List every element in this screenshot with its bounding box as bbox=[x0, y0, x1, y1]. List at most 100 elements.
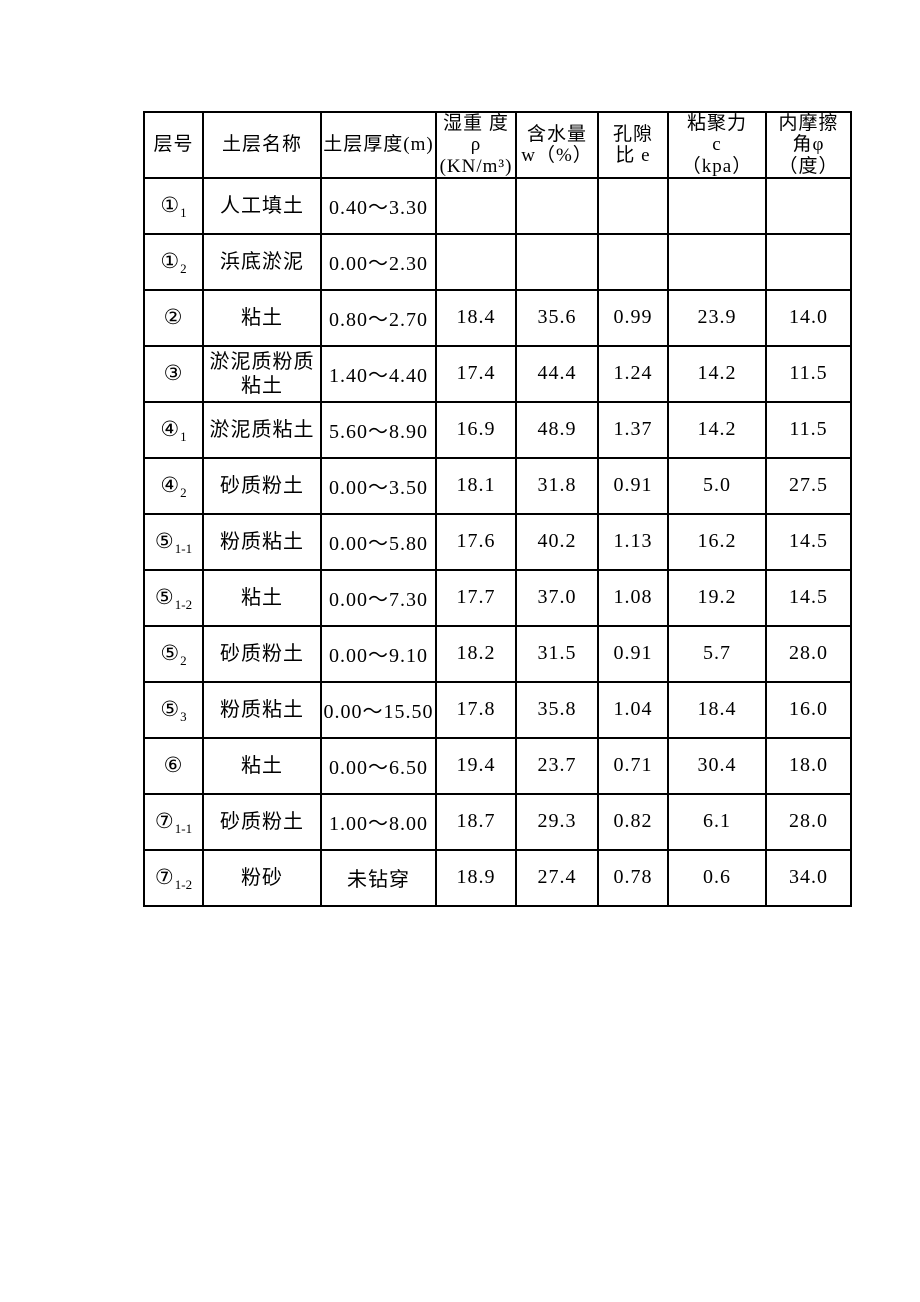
cohesion-cell: 14.2 bbox=[667, 400, 767, 459]
thickness-cell: 5.60～8.90 bbox=[320, 400, 437, 459]
table-row: ⑦1-2 粉砂 未钻穿 18.9 27.4 0.78 0.6 34.0 bbox=[143, 848, 852, 907]
table-body: ①1 人工填土 0.40～3.30 ①2 浜底淤泥 0.00～2.30 ② 粘 bbox=[143, 176, 852, 907]
void-ratio-cell bbox=[597, 176, 669, 235]
soil-name-cell: 砂质粉土 bbox=[202, 792, 322, 851]
thickness-cell: 0.00～7.30 bbox=[320, 568, 437, 627]
wet-density-cell: 17.8 bbox=[435, 680, 517, 739]
soil-name-cell: 砂质粉土 bbox=[202, 624, 322, 683]
wet-density-cell: 18.1 bbox=[435, 456, 517, 515]
friction-angle-cell bbox=[765, 232, 852, 291]
thickness-cell: 0.00～15.50 bbox=[320, 680, 437, 739]
layer-number-cell: ⑤1-1 bbox=[143, 512, 204, 571]
cohesion-cell: 18.4 bbox=[667, 680, 767, 739]
wet-density-cell: 17.7 bbox=[435, 568, 517, 627]
friction-angle-cell: 18.0 bbox=[765, 736, 852, 795]
thickness-cell: 0.40～3.30 bbox=[320, 176, 437, 235]
wet-density-cell: 19.4 bbox=[435, 736, 517, 795]
water-content-cell: 31.8 bbox=[515, 456, 599, 515]
soil-name-cell: 粘土 bbox=[202, 288, 322, 347]
friction-angle-cell: 16.0 bbox=[765, 680, 852, 739]
layer-number-cell: ⑦1-1 bbox=[143, 792, 204, 851]
water-content-cell: 23.7 bbox=[515, 736, 599, 795]
layer-circle-number: ④ bbox=[160, 473, 181, 498]
cohesion-cell: 30.4 bbox=[667, 736, 767, 795]
soil-name-cell: 淤泥质粉质粘土 bbox=[202, 344, 322, 403]
table-row: ② 粘土 0.80～2.70 18.4 35.6 0.99 23.9 14.0 bbox=[143, 288, 852, 347]
layer-circle-number: ⑤ bbox=[160, 697, 181, 722]
layer-subscript: 2 bbox=[180, 653, 187, 669]
layer-subscript: 1 bbox=[180, 205, 187, 221]
thickness-cell: 0.80～2.70 bbox=[320, 288, 437, 347]
water-content-cell bbox=[515, 176, 599, 235]
layer-number-cell: ④1 bbox=[143, 400, 204, 459]
void-ratio-cell: 0.82 bbox=[597, 792, 669, 851]
wet-density-cell: 18.4 bbox=[435, 288, 517, 347]
soil-name-cell: 粉砂 bbox=[202, 848, 322, 907]
thickness-cell: 0.00～6.50 bbox=[320, 736, 437, 795]
thickness-cell: 0.00～5.80 bbox=[320, 512, 437, 571]
thickness-cell: 1.40～4.40 bbox=[320, 344, 437, 403]
friction-angle-cell bbox=[765, 176, 852, 235]
layer-subscript: 1 bbox=[180, 429, 187, 445]
wet-density-cell: 18.9 bbox=[435, 848, 517, 907]
cohesion-cell: 6.1 bbox=[667, 792, 767, 851]
layer-subscript: 3 bbox=[180, 709, 187, 725]
water-content-cell: 35.6 bbox=[515, 288, 599, 347]
void-ratio-cell bbox=[597, 232, 669, 291]
column-header-friction-angle: 内摩擦 角φ （度） bbox=[765, 111, 852, 179]
layer-circle-number: ② bbox=[163, 305, 184, 330]
layer-number-cell: ①2 bbox=[143, 232, 204, 291]
layer-circle-number: ⑥ bbox=[163, 753, 184, 778]
wet-density-cell: 18.2 bbox=[435, 624, 517, 683]
water-content-cell bbox=[515, 232, 599, 291]
thickness-cell: 1.00～8.00 bbox=[320, 792, 437, 851]
column-header-layer-number: 层号 bbox=[143, 111, 204, 179]
table-row: ⑥ 粘土 0.00～6.50 19.4 23.7 0.71 30.4 18.0 bbox=[143, 736, 852, 795]
wet-density-cell: 17.6 bbox=[435, 512, 517, 571]
layer-number-cell: ⑤2 bbox=[143, 624, 204, 683]
water-content-cell: 27.4 bbox=[515, 848, 599, 907]
friction-angle-cell: 28.0 bbox=[765, 624, 852, 683]
void-ratio-cell: 0.99 bbox=[597, 288, 669, 347]
cohesion-cell bbox=[667, 176, 767, 235]
thickness-cell: 0.00～2.30 bbox=[320, 232, 437, 291]
wet-density-cell: 17.4 bbox=[435, 344, 517, 403]
table-row: ③ 淤泥质粉质粘土 1.40～4.40 17.4 44.4 1.24 14.2 … bbox=[143, 344, 852, 403]
void-ratio-cell: 0.78 bbox=[597, 848, 669, 907]
friction-angle-cell: 28.0 bbox=[765, 792, 852, 851]
layer-circle-number: ④ bbox=[160, 417, 181, 442]
layer-circle-number: ⑦ bbox=[154, 865, 175, 890]
table-row: ⑤3 粉质粘土 0.00～15.50 17.8 35.8 1.04 18.4 1… bbox=[143, 680, 852, 739]
void-ratio-cell: 1.37 bbox=[597, 400, 669, 459]
layer-circle-number: ⑤ bbox=[154, 529, 175, 554]
friction-angle-cell: 34.0 bbox=[765, 848, 852, 907]
void-ratio-cell: 0.91 bbox=[597, 456, 669, 515]
layer-subscript: 1-2 bbox=[174, 597, 193, 613]
void-ratio-cell: 0.91 bbox=[597, 624, 669, 683]
layer-number-cell: ⑤3 bbox=[143, 680, 204, 739]
layer-subscript: 2 bbox=[180, 261, 187, 277]
cohesion-cell: 23.9 bbox=[667, 288, 767, 347]
cohesion-cell: 0.6 bbox=[667, 848, 767, 907]
column-header-water-content: 含水量 w（%） bbox=[515, 111, 599, 179]
friction-angle-cell: 14.5 bbox=[765, 568, 852, 627]
table-row: ①2 浜底淤泥 0.00～2.30 bbox=[143, 232, 852, 291]
layer-number-cell: ④2 bbox=[143, 456, 204, 515]
friction-angle-cell: 11.5 bbox=[765, 344, 852, 403]
cohesion-cell bbox=[667, 232, 767, 291]
cohesion-cell: 14.2 bbox=[667, 344, 767, 403]
thickness-cell: 未钻穿 bbox=[320, 848, 437, 907]
cohesion-cell: 5.7 bbox=[667, 624, 767, 683]
water-content-cell: 40.2 bbox=[515, 512, 599, 571]
column-header-void-ratio: 孔隙 比 e bbox=[597, 111, 669, 179]
water-content-cell: 31.5 bbox=[515, 624, 599, 683]
table-row: ④2 砂质粉土 0.00～3.50 18.1 31.8 0.91 5.0 27.… bbox=[143, 456, 852, 515]
water-content-cell: 44.4 bbox=[515, 344, 599, 403]
column-header-wet-density: 湿重 度 ρ (KN/m³) bbox=[435, 111, 517, 179]
void-ratio-cell: 0.71 bbox=[597, 736, 669, 795]
water-content-cell: 48.9 bbox=[515, 400, 599, 459]
soil-name-cell: 砂质粉土 bbox=[202, 456, 322, 515]
water-content-cell: 29.3 bbox=[515, 792, 599, 851]
layer-subscript: 1-2 bbox=[174, 877, 193, 893]
layer-circle-number: ⑤ bbox=[160, 641, 181, 666]
